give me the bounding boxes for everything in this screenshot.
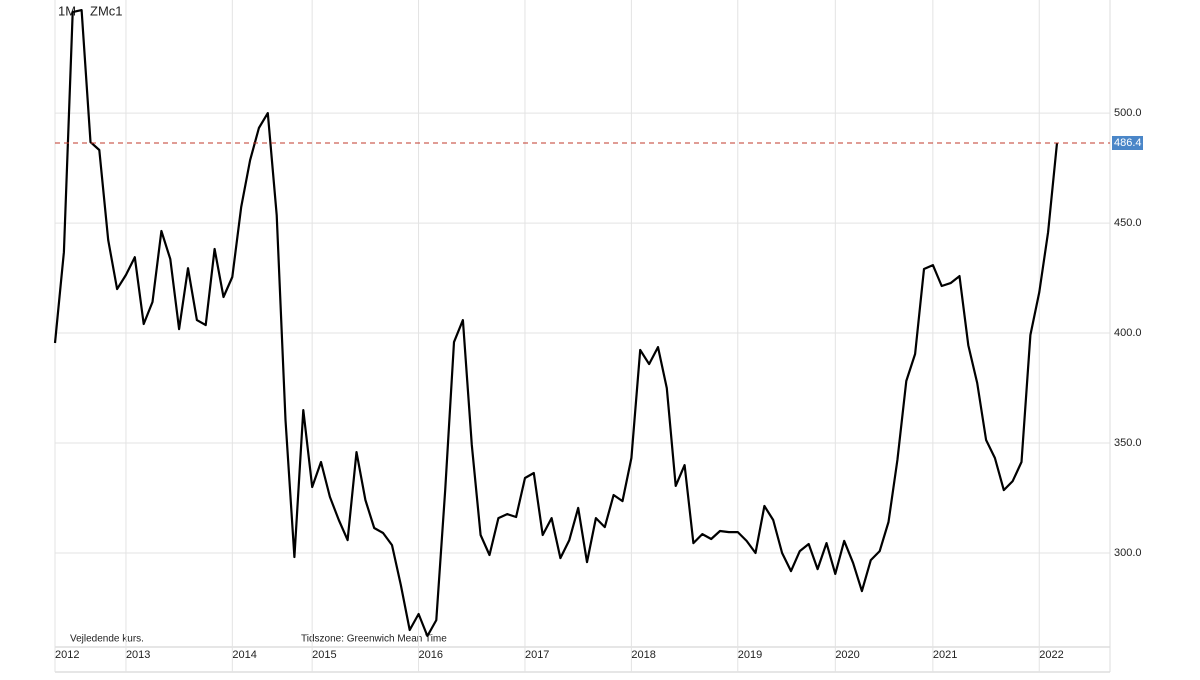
y-tick-label: 300.0 (1114, 547, 1142, 559)
last-value-label: 486.4 (1114, 137, 1142, 149)
last-value-badge (1112, 135, 1143, 150)
x-tick-label: 2019 (738, 649, 762, 661)
y-tick-label: 400.0 (1114, 327, 1142, 339)
y-tick-label: 500.0 (1114, 107, 1142, 119)
x-tick-label: 2021 (933, 649, 957, 661)
x-tick-label: 2020 (835, 649, 859, 661)
y-tick-label: 350.0 (1114, 437, 1142, 449)
x-tick-label: 2018 (631, 649, 655, 661)
price-line (53, 9, 1059, 638)
x-tick-label: 2016 (419, 649, 443, 661)
x-tick-label: 2012 (55, 649, 79, 661)
note: Vejledende kurs. (70, 634, 144, 645)
x-tick-label: 2015 (312, 649, 336, 661)
x-tick-label: 2014 (232, 649, 256, 661)
x-tick-label: 2013 (126, 649, 150, 661)
timezone-note: Tidszone: Greenwich Mean Time (301, 634, 447, 645)
y-tick-label: 450.0 (1114, 217, 1142, 229)
x-tick-label: 2022 (1039, 649, 1063, 661)
chart-title: ZMc1 (90, 3, 123, 18)
x-tick-label: 2017 (525, 649, 549, 661)
